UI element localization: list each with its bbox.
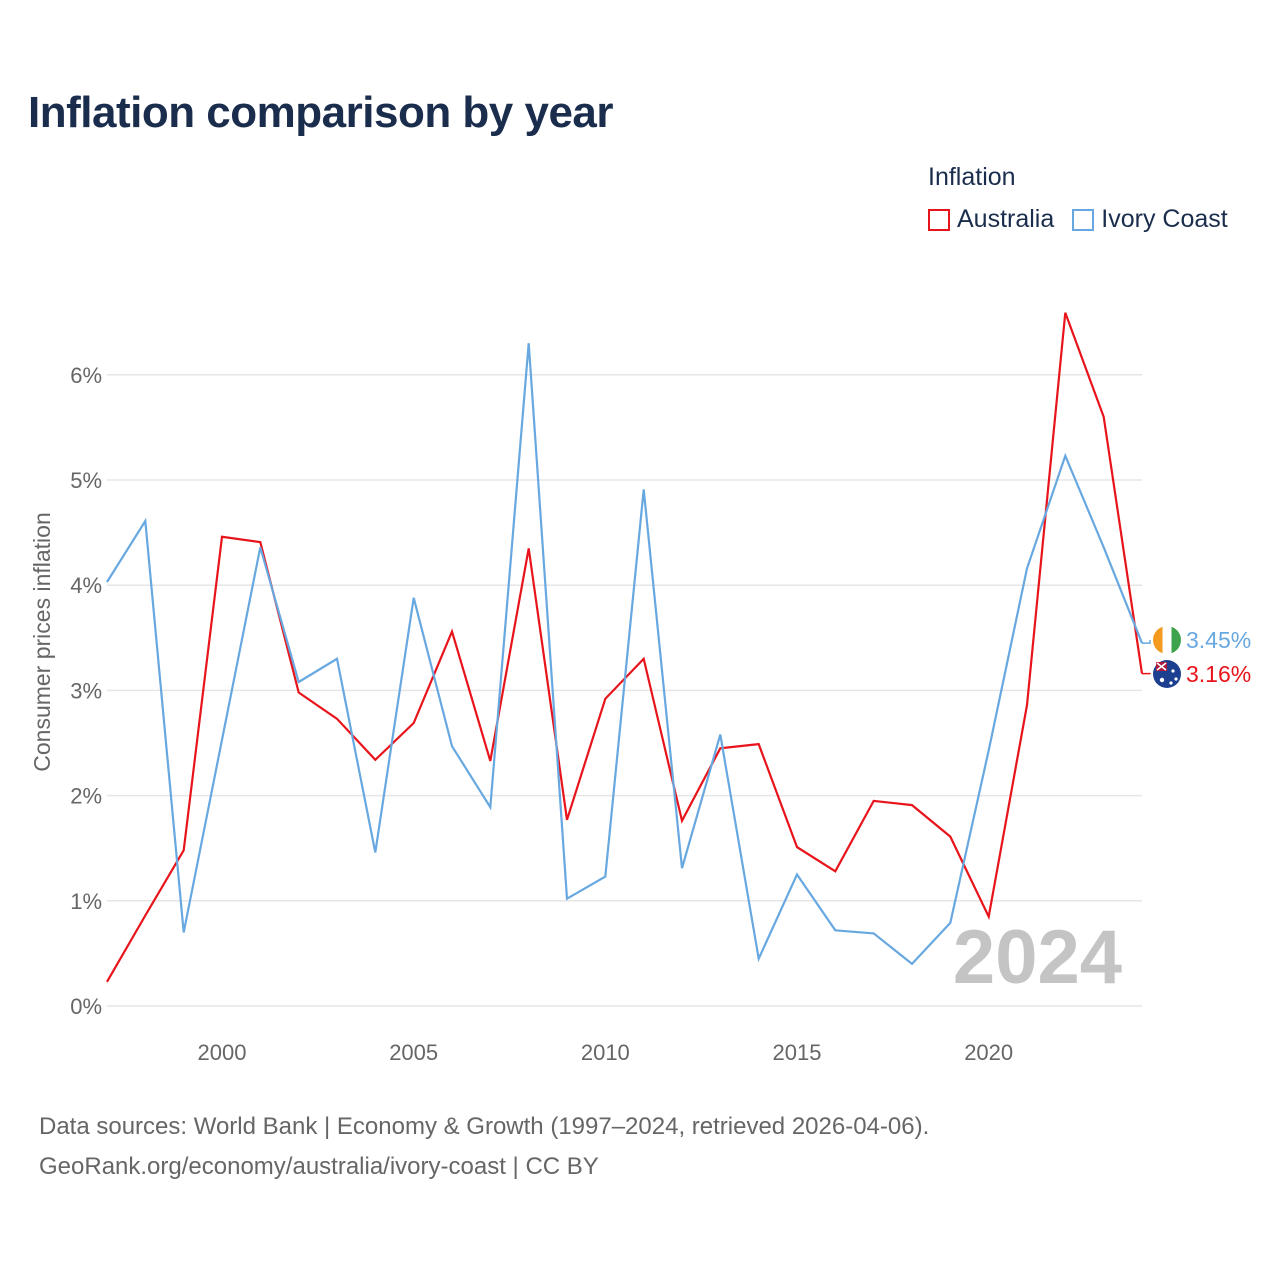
- legend-title: Inflation: [928, 163, 1016, 191]
- y-tick-label: 2%: [70, 784, 102, 809]
- chart-title: Inflation comparison by year: [28, 88, 614, 137]
- y-tick-label: 1%: [70, 889, 102, 914]
- series-lines: [106, 312, 1144, 983]
- legend: Australia Ivory Coast: [928, 205, 1246, 234]
- flag-ivory-coast-icon: [1153, 626, 1181, 654]
- year-watermark: 2024: [953, 915, 1122, 1000]
- end-value-label-ivory-coast: 3.45%: [1186, 627, 1251, 653]
- footer-link[interactable]: GeoRank.org/economy/australia/ivory-coas…: [39, 1153, 599, 1180]
- legend-item-australia[interactable]: Australia: [928, 205, 1054, 234]
- y-tick-label: 4%: [70, 573, 102, 598]
- x-tick-label: 2005: [389, 1040, 438, 1065]
- footer: Data sources: World Bank | Economy & Gro…: [39, 1107, 929, 1187]
- y-tick-label: 3%: [70, 678, 102, 703]
- x-tick-label: 2015: [773, 1040, 822, 1065]
- x-axis-ticks: 2000 2005 2010 2015 2020: [198, 1040, 1014, 1065]
- series-end-markers: 3.45% 3.16%: [1142, 626, 1251, 688]
- y-axis-label: Consumer prices inflation: [29, 512, 55, 772]
- legend-swatch-australia: [928, 208, 950, 231]
- y-tick-label: 5%: [70, 468, 102, 493]
- series-line-australia[interactable]: [106, 312, 1144, 983]
- footer-source: Data sources: World Bank | Economy & Gro…: [39, 1113, 930, 1140]
- flag-australia-icon: [1153, 660, 1181, 688]
- y-tick-label: 0%: [70, 994, 102, 1019]
- x-tick-label: 2000: [198, 1040, 247, 1065]
- series-line-ivory-coast[interactable]: [106, 343, 1144, 966]
- legend-label-ivory-coast: Ivory Coast: [1101, 205, 1228, 233]
- y-axis-ticks: 0% 1% 2% 3% 4% 5% 6%: [70, 363, 102, 1019]
- end-value-label-australia: 3.16%: [1186, 661, 1251, 687]
- legend-label-australia: Australia: [957, 205, 1055, 233]
- end-connector: [1142, 640, 1151, 644]
- y-tick-label: 6%: [70, 363, 102, 388]
- x-tick-label: 2020: [964, 1040, 1013, 1065]
- legend-swatch-ivory-coast: [1072, 208, 1095, 231]
- legend-item-ivory-coast[interactable]: Ivory Coast: [1072, 205, 1228, 234]
- x-tick-label: 2010: [581, 1040, 630, 1065]
